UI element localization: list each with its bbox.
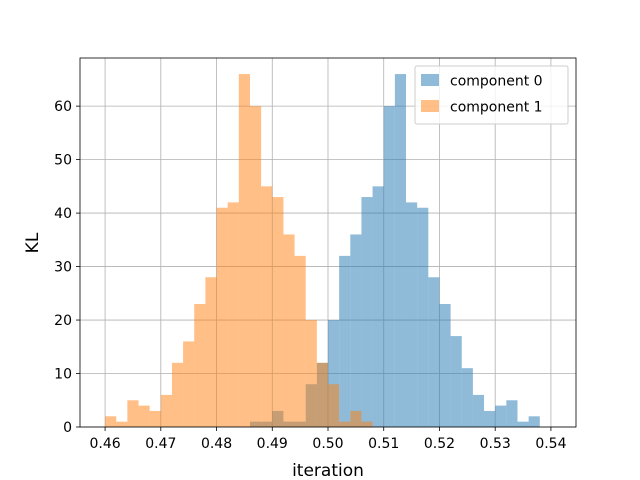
y-tick-label: 10 [54,367,72,383]
y-axis-ticks: 0 10 20 30 40 50 60 [54,99,80,436]
legend-label-component-1: component 1 [450,100,543,116]
x-axis-label: iteration [292,461,364,480]
bar-component-1 [105,416,117,427]
bar-component-1 [216,207,228,427]
bar-component-1 [149,410,161,427]
bar-component-0 [506,400,518,427]
bar-component-1 [350,410,362,427]
bar-component-1 [116,421,128,427]
bar-component-1 [294,255,306,427]
bar-component-0 [472,394,485,427]
x-tick-label: 0.53 [480,436,511,452]
bar-component-0 [406,202,418,427]
bar-component-1 [272,197,284,427]
legend-swatch-component-1 [421,100,439,112]
x-tick-label: 0.52 [424,436,455,452]
bar-component-0 [495,405,507,427]
bar-component-0 [517,421,529,427]
bar-component-1 [305,320,317,427]
bar-component-0 [417,207,429,427]
legend: component 0 component 1 [414,65,569,125]
bar-component-1 [127,400,139,427]
x-tick-label: 0.54 [535,436,566,452]
x-tick-label: 0.49 [257,436,288,452]
bar-component-0 [428,277,440,427]
bar-component-0 [461,368,473,427]
bar-component-1 [316,362,328,427]
y-tick-label: 20 [54,313,72,329]
bar-component-1 [194,304,206,427]
bar-component-0 [450,336,462,427]
x-tick-label: 0.48 [201,436,232,452]
bar-component-1 [205,277,217,427]
bar-component-0 [484,410,496,427]
x-axis-ticks: 0.46 0.47 0.48 0.49 0.50 0.51 0.52 0.53 0.54 [89,427,567,452]
bar-component-1 [227,202,239,427]
y-tick-label: 50 [54,153,72,169]
bar-component-1 [171,362,184,427]
bar-component-1 [249,106,262,427]
bar-component-0 [350,234,362,427]
bar-component-1 [328,384,340,427]
x-tick-label: 0.46 [89,436,120,452]
y-tick-label: 0 [63,420,72,436]
legend-frame [414,65,569,125]
bars [105,74,540,427]
bar-component-1 [183,341,195,427]
bar-component-0 [528,416,540,427]
bar-component-1 [138,405,150,427]
y-tick-label: 60 [54,99,72,115]
bar-component-0 [439,304,451,427]
bar-component-1 [339,421,351,427]
bar-component-1 [238,74,250,427]
y-axis-label: KL [23,232,43,253]
x-tick-label: 0.47 [145,436,176,452]
bar-component-1 [283,234,295,427]
y-tick-label: 30 [54,260,72,276]
bar-component-0 [383,106,395,427]
y-tick-label: 40 [54,206,72,222]
bar-component-1 [361,421,373,427]
x-tick-label: 0.50 [312,436,343,452]
bar-component-0 [361,197,373,427]
bar-component-0 [328,320,340,427]
bar-component-0 [372,186,384,427]
bar-component-0 [394,74,407,427]
bar-component-1 [160,394,172,427]
legend-label-component-0: component 0 [450,74,543,90]
bar-component-0 [339,255,351,427]
legend-swatch-component-0 [421,74,439,86]
x-tick-label: 0.51 [368,436,399,452]
bar-component-1 [261,186,273,427]
